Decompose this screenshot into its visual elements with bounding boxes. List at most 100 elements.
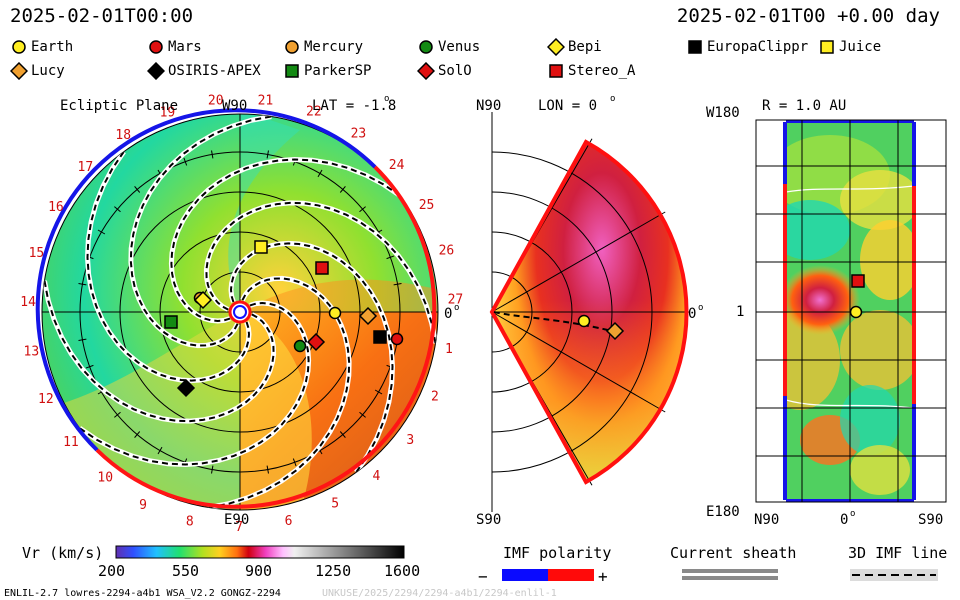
colorbar-tick: 1250 — [315, 562, 351, 580]
map-x-left-label: N90 — [754, 512, 779, 528]
legend-item-bepi: Bepi — [547, 38, 602, 56]
spacecraft-markers — [164, 240, 865, 398]
marker-europaclippr — [373, 330, 387, 344]
carrington-label: 4 — [373, 469, 381, 484]
carrington-label: 7 — [235, 520, 243, 535]
marker-earth-meridional — [577, 314, 591, 328]
legend-label: Lucy — [31, 63, 65, 79]
legend-label: Mercury — [304, 39, 364, 55]
square-icon — [549, 64, 563, 78]
legend-item-earth: Earth — [10, 38, 73, 56]
legend-item-osiris-apex: OSIRIS-APEX — [147, 62, 261, 80]
carrington-label: 1 — [445, 342, 453, 357]
carrington-label: 13 — [24, 344, 40, 359]
carrington-label: 16 — [48, 200, 64, 215]
legend-item-juice: Juice — [818, 38, 881, 56]
legend-label: Bepi — [568, 39, 602, 55]
ecliptic-panel: 20 21222324252627123456789101112131415161… — [20, 93, 463, 535]
carrington-label: 8 — [186, 515, 194, 530]
carrington-label: 14 — [20, 295, 36, 310]
marker-stereo-a-map — [851, 274, 865, 288]
carrington-label: 15 — [29, 246, 45, 261]
carrington-label: 12 — [38, 392, 54, 407]
meridional-degree-mark: o — [698, 303, 703, 313]
square-icon — [688, 40, 702, 54]
time-left: 2025-02-01T00:00 — [10, 5, 194, 27]
map-top-left-label: W180 — [706, 105, 740, 121]
imf-spiral-lines — [42, 114, 438, 510]
carrington-label: 6 — [285, 514, 293, 529]
carrington-label: 24 — [389, 158, 405, 173]
bottom-keys: Vr (km/s) 200 550 900 1250 1600 IMF polarity… — [4, 544, 947, 599]
marker-earth — [328, 306, 342, 320]
meridional-panel: N90 LON = 0 S90 0 — [476, 98, 696, 528]
ecliptic-top-label: W90 — [222, 98, 247, 114]
current-sheath-label: Current sheath — [670, 544, 796, 562]
map-x-mid-label: 0 — [840, 512, 848, 528]
ecliptic-title: Ecliptic Plane — [60, 98, 178, 114]
ecliptic-bottom-label: E90 — [224, 512, 249, 528]
legend-item-mercury: Mercury — [283, 38, 363, 56]
diamond-icon — [417, 62, 435, 80]
carrington-label: 25 — [419, 198, 435, 213]
legend-label: OSIRIS-APEX — [168, 63, 261, 79]
colorbar-tick: 550 — [172, 562, 199, 580]
marker-solo — [306, 332, 326, 352]
carrington-label: 11 — [63, 435, 79, 450]
legend-label: ParkerSP — [304, 63, 372, 79]
square-icon — [285, 64, 299, 78]
ecliptic-lat-label: LAT = -1.8 — [312, 98, 396, 114]
legend-label: EuropaClippr — [707, 39, 809, 55]
circle-icon — [285, 40, 299, 54]
meridional-top-label: N90 — [476, 98, 501, 114]
ecliptic-degree-mark: o — [454, 303, 459, 313]
carrington-label: 2 — [431, 390, 439, 405]
imf-minus: − — [478, 567, 488, 586]
marker-mars — [390, 332, 404, 346]
colorbar-tick: 900 — [245, 562, 272, 580]
carrington-label: 19 — [160, 105, 176, 120]
legend-item-parkersp: ParkerSP — [283, 62, 371, 80]
meridional-bottom-label: S90 — [476, 512, 501, 528]
map-radius-label: R = 1.0 AU — [762, 98, 846, 114]
map-x-right-label: S90 — [918, 512, 943, 528]
carrington-label: 21 — [258, 93, 274, 108]
colorbar-label: Vr (km/s) — [22, 544, 103, 562]
map-panel: R = 1.0 AU W180 1 E180 N90 0 S90 — [706, 98, 947, 528]
carrington-label: 26 — [439, 243, 455, 258]
imf-polarity-label: IMF polarity — [503, 544, 611, 562]
diamond-icon — [147, 62, 165, 80]
imf-positive-swatch — [548, 569, 594, 581]
circle-icon — [419, 40, 433, 54]
meridional-lon-label: LON = 0 — [538, 98, 597, 114]
marker-lucy-meridional — [605, 321, 625, 341]
legend-label: Earth — [31, 39, 74, 55]
ecliptic-right-label: 0 — [444, 306, 452, 322]
marker-stereo-a — [315, 261, 329, 275]
imf-negative-swatch — [502, 569, 548, 581]
meridional-right-label: 0 — [688, 306, 696, 322]
vr-colorbar — [115, 545, 405, 559]
ecliptic-positive-polarity-rim — [95, 165, 437, 509]
legend-item-stereo_a: Stereo_A — [547, 62, 635, 80]
marker-venus — [293, 339, 307, 353]
carrington-label: 18 — [115, 128, 131, 143]
carrington-label: 17 — [78, 160, 94, 175]
imf-line-label: 3D IMF line — [848, 544, 947, 562]
carrington-label: 10 — [97, 471, 113, 486]
marker-earth-map — [849, 305, 863, 319]
map-mid-left-label: 1 — [736, 304, 744, 320]
legend-label: Mars — [168, 39, 202, 55]
meridional-imf-line — [493, 311, 617, 333]
carrington-label: 5 — [331, 497, 339, 512]
time-right: 2025-02-01T00 +0.00 day — [676, 5, 940, 27]
carrington-label: 20 — [208, 94, 224, 109]
current-sheath-line-2 — [682, 576, 778, 580]
meridional-solar-wind-field — [492, 142, 687, 482]
legend-label: Juice — [839, 39, 882, 55]
map-degree-mark: o — [850, 509, 855, 519]
legend-item-venus: Venus — [417, 38, 480, 56]
circle-icon — [12, 40, 26, 54]
carrington-label: 3 — [406, 433, 414, 448]
